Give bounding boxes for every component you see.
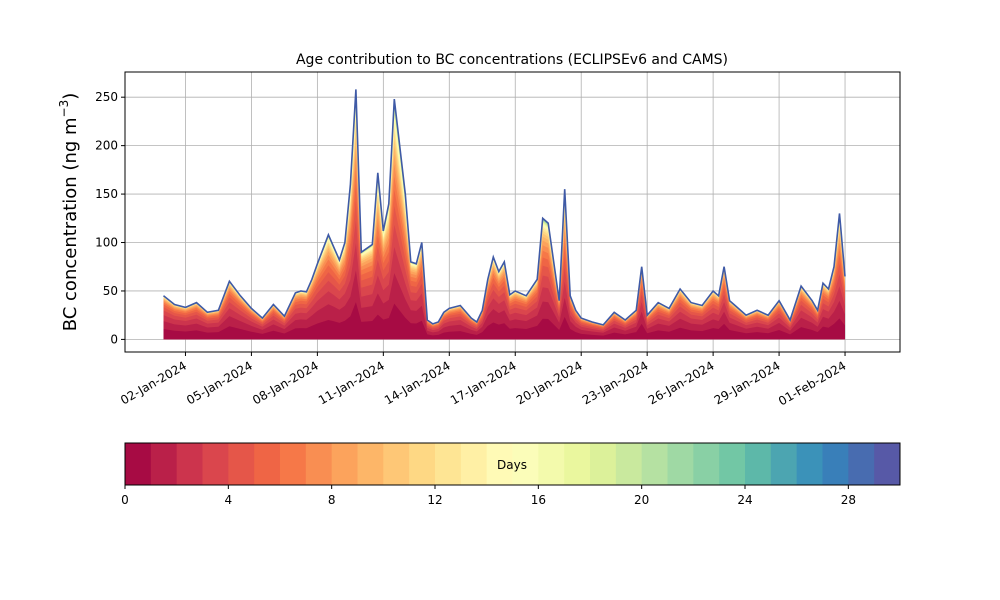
y-tick-label: 200 [95,139,118,153]
y-axis-label-main: BC concentration (ng m [60,117,81,331]
colorbar-tick-label: 0 [121,493,129,507]
colorbar-segment [538,443,565,485]
colorbar-segment [590,443,617,485]
x-tick-label: 08-Jan-2024 [250,358,321,407]
age-stack-bands [163,89,846,340]
colorbar-segment [202,443,229,485]
colorbar-segment [512,443,539,485]
colorbar-segment [770,443,798,485]
colorbar-tick-label: 4 [225,493,233,507]
colorbar-segment [125,443,152,485]
colorbar-segment [874,443,901,485]
colorbar-segment [383,443,410,485]
colorbar-label: Days [497,458,527,472]
x-tick-label: 14-Jan-2024 [382,358,453,407]
x-tick-label: 05-Jan-2024 [184,358,255,407]
x-tick-label: 11-Jan-2024 [316,358,387,407]
colorbar-tick-label: 8 [328,493,336,507]
colorbar-segment [615,443,643,485]
y-tick-label: 50 [103,284,118,298]
x-tick-label: 20-Jan-2024 [514,358,585,407]
colorbar-segment [280,443,307,485]
grid-lines [125,72,900,352]
colorbar-segment [176,443,203,485]
colorbar-segment [564,443,591,485]
x-tick-label: 02-Jan-2024 [118,358,189,407]
plot-frame [124,71,901,353]
x-tick-label: 29-Jan-2024 [712,358,783,407]
colorbar-segment [848,443,875,485]
colorbar-segment [357,443,384,485]
colorbar-tick-label: 12 [427,493,442,507]
colorbar-segment [305,443,333,485]
colorbar-segment [719,443,746,485]
colorbar-segment [435,443,462,485]
colorbar-segment [228,443,255,485]
y-axis-label-end: ) [60,93,81,100]
y-tick-label: 0 [110,332,118,346]
colorbar-segment [150,443,178,485]
x-tick-label: 26-Jan-2024 [646,358,717,407]
y-tick-label: 150 [95,187,118,201]
total-concentration-line [163,89,846,326]
y-tick-label: 100 [95,236,118,250]
colorbar-segment [667,443,694,485]
colorbar-segment [460,443,488,485]
colorbar-tick-label: 20 [634,493,649,507]
age-band-0 [163,302,845,340]
colorbar-segment [486,443,513,485]
y-tick-label: 250 [95,90,118,104]
y-axis-label: BC concentration (ng m−3) [57,93,81,332]
colorbar-segment [641,443,668,485]
colorbar-segment [796,443,823,485]
chart-title: Age contribution to BC concentrations (E… [296,52,728,68]
colorbar: Days 0 4 8 12 16 20 24 28 [121,442,901,507]
y-axis: 0 50 100 150 200 250 [95,90,125,346]
colorbar-segment [409,443,436,485]
x-axis: 02-Jan-202405-Jan-202408-Jan-202411-Jan-… [118,352,849,408]
colorbar-segment [693,443,720,485]
colorbar-segment [745,443,772,485]
colorbar-segment [822,443,849,485]
colorbar-tick-label: 24 [737,493,752,507]
colorbar-frame [124,442,901,486]
x-tick-label: 17-Jan-2024 [448,358,519,407]
colorbar-segment [331,443,358,485]
colorbar-tick-label: 16 [531,493,546,507]
colorbar-segment [254,443,281,485]
x-tick-label: 01-Feb-2024 [776,358,849,408]
colorbar-tick-label: 28 [841,493,856,507]
x-tick-label: 23-Jan-2024 [580,358,651,407]
y-axis-label-sup: −3 [57,100,71,118]
